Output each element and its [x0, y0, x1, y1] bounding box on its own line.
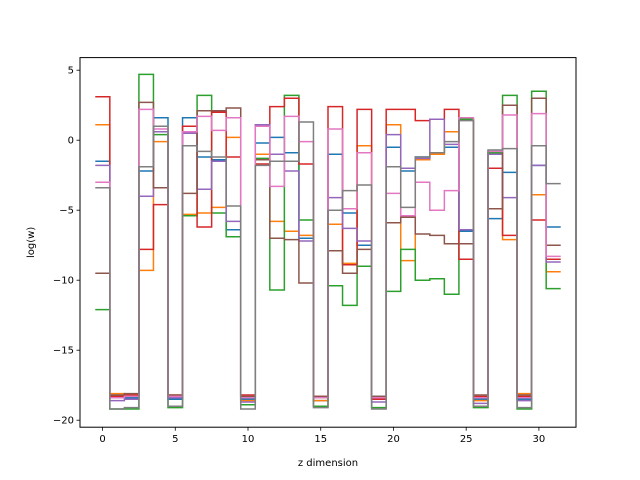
series-line-8 — [95, 119, 561, 410]
y-axis-label: log(w) — [26, 227, 37, 258]
x-tick-label: 15 — [314, 434, 327, 445]
x-tick-label: 20 — [387, 434, 400, 445]
y-tick-label: −10 — [53, 276, 74, 287]
y-tick-label: 0 — [68, 136, 74, 147]
y-tick-label: 5 — [68, 66, 74, 77]
series-layer — [95, 73, 561, 410]
x-ticks: 0 5 10 15 20 25 30 — [99, 427, 545, 445]
x-tick-label: 5 — [172, 434, 178, 445]
y-tick-label: −20 — [53, 416, 74, 427]
y-ticks: −20 −15 −10 −5 0 5 — [53, 66, 80, 427]
x-tick-label: 30 — [533, 434, 546, 445]
axes-frame — [79, 57, 577, 428]
x-tick-label: 25 — [460, 434, 473, 445]
y-tick-label: −15 — [53, 346, 74, 357]
y-tick-label: −5 — [59, 206, 74, 217]
x-tick-label: 10 — [242, 434, 255, 445]
x-axis-label: z dimension — [298, 458, 358, 469]
x-tick-label: 0 — [99, 434, 105, 445]
